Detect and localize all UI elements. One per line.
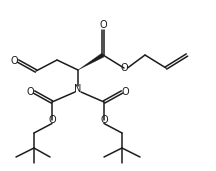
Text: O: O bbox=[48, 115, 56, 125]
Text: O: O bbox=[100, 115, 108, 125]
Text: O: O bbox=[99, 20, 107, 30]
Text: O: O bbox=[120, 63, 128, 73]
Text: O: O bbox=[10, 56, 18, 66]
Text: O: O bbox=[122, 87, 130, 97]
Text: N: N bbox=[74, 84, 82, 94]
Text: O: O bbox=[26, 87, 34, 97]
Polygon shape bbox=[78, 53, 104, 70]
